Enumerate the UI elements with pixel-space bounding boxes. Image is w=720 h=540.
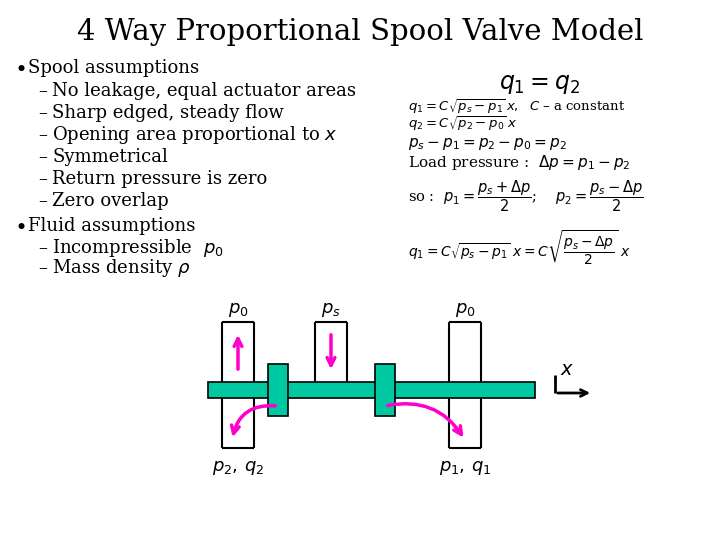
Text: Zero overlap: Zero overlap xyxy=(52,192,168,210)
Text: $q_1 = C\sqrt{p_s - p_1}\,x,$  $C$ – a constant: $q_1 = C\sqrt{p_s - p_1}\,x,$ $C$ – a co… xyxy=(408,98,625,117)
Text: Sharp edged, steady flow: Sharp edged, steady flow xyxy=(52,104,284,122)
Text: $p_s - p_1 = p_2 - p_0 = p_2$: $p_s - p_1 = p_2 - p_0 = p_2$ xyxy=(408,136,567,152)
Text: Opening area proportional to $x$: Opening area proportional to $x$ xyxy=(52,124,338,146)
Bar xyxy=(375,364,395,416)
Text: $q_1 = q_2$: $q_1 = q_2$ xyxy=(500,73,580,97)
Text: Incompressible  $p_0$: Incompressible $p_0$ xyxy=(52,237,224,259)
Text: $p_1,\, q_1$: $p_1,\, q_1$ xyxy=(438,459,491,477)
Text: Spool assumptions: Spool assumptions xyxy=(28,59,199,77)
Text: $p_s$: $p_s$ xyxy=(321,301,341,319)
Text: Return pressure is zero: Return pressure is zero xyxy=(52,170,267,188)
Text: –: – xyxy=(38,82,47,100)
Text: $\bullet$: $\bullet$ xyxy=(14,217,26,235)
Text: $\bullet$: $\bullet$ xyxy=(14,58,26,78)
Text: 4 Way Proportional Spool Valve Model: 4 Way Proportional Spool Valve Model xyxy=(77,18,643,46)
Text: Symmetrical: Symmetrical xyxy=(52,148,168,166)
Text: –: – xyxy=(38,104,47,122)
Text: Mass density $\rho$: Mass density $\rho$ xyxy=(52,257,191,279)
Text: –: – xyxy=(38,126,47,144)
Text: $q_2 = C\sqrt{p_2 - p_0}\,x$: $q_2 = C\sqrt{p_2 - p_0}\,x$ xyxy=(408,114,517,133)
Text: $p_0$: $p_0$ xyxy=(228,301,248,319)
Text: $q_1 = C\sqrt{p_s - p_1}\; x = C\sqrt{\dfrac{p_s - \Delta p}{2}}\; x$: $q_1 = C\sqrt{p_s - p_1}\; x = C\sqrt{\d… xyxy=(408,229,630,267)
Text: No leakage, equal actuator areas: No leakage, equal actuator areas xyxy=(52,82,356,100)
Text: –: – xyxy=(38,148,47,166)
Text: –: – xyxy=(38,239,47,257)
Text: so :  $p_1 = \dfrac{p_s + \Delta p}{2}$;    $p_2 = \dfrac{p_s - \Delta p}{2}$: so : $p_1 = \dfrac{p_s + \Delta p}{2}$; … xyxy=(408,178,644,214)
Text: $p_0$: $p_0$ xyxy=(454,301,475,319)
Text: Load pressure :  $\Delta p = p_1 - p_2$: Load pressure : $\Delta p = p_1 - p_2$ xyxy=(408,153,631,172)
Bar xyxy=(208,382,535,398)
Text: $x$: $x$ xyxy=(560,361,574,379)
Text: –: – xyxy=(38,259,47,277)
Text: –: – xyxy=(38,192,47,210)
Text: $p_2,\, q_2$: $p_2,\, q_2$ xyxy=(212,459,264,477)
Text: Fluid assumptions: Fluid assumptions xyxy=(28,217,195,235)
Text: –: – xyxy=(38,170,47,188)
Bar xyxy=(268,364,288,416)
